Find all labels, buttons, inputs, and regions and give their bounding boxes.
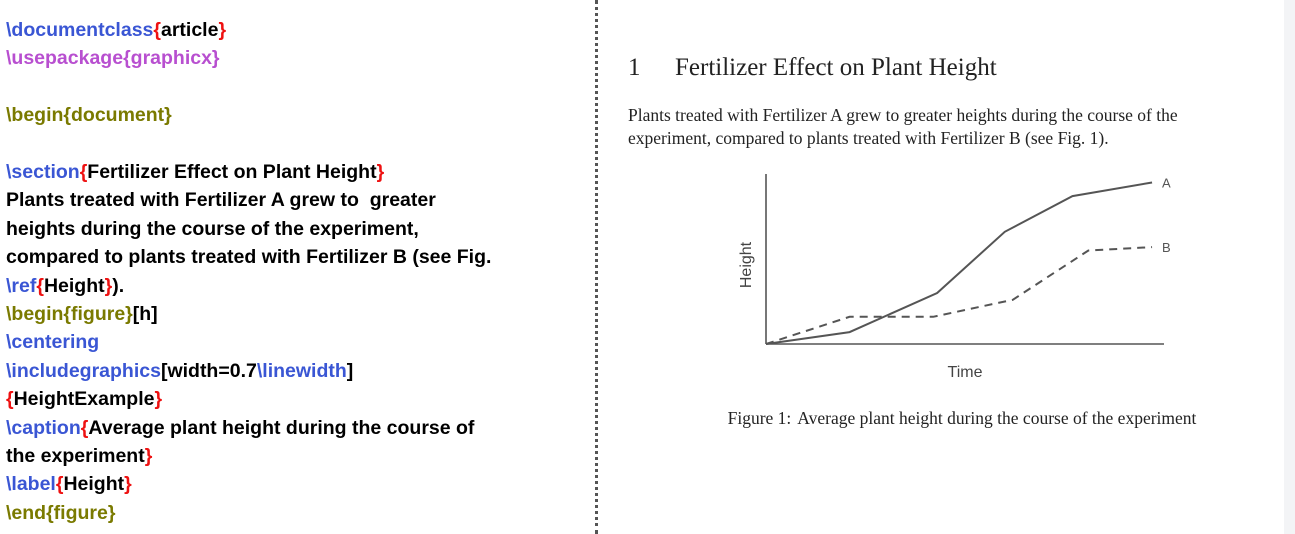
code-line[interactable]: heights during the course of the experim… [6, 217, 419, 241]
section-number: 1 [628, 54, 641, 81]
code-token: { [153, 19, 161, 41]
code-token: } [218, 19, 227, 41]
code-token: Average plant height during the course o… [88, 416, 475, 439]
code-line[interactable]: Plants treated with Fertilizer A grew to… [6, 188, 436, 212]
figure-caption: Figure 1: Average plant height during the… [600, 408, 1295, 429]
code-line[interactable]: \label{Height} [6, 472, 132, 496]
code-token: { [6, 388, 14, 411]
series-line-a [765, 181, 1153, 345]
code-token: ). [112, 274, 125, 297]
code-token: heights during the course of the experim… [6, 217, 419, 240]
caption-text: Average plant height during the course o… [797, 408, 1197, 428]
code-line[interactable]: \end{figure} [6, 501, 115, 525]
section-heading: 1 Fertilizer Effect on Plant Height [628, 54, 997, 82]
pane-divider [595, 0, 598, 534]
code-token: \begin{document} [6, 104, 172, 127]
code-token: \linewidth [256, 359, 347, 382]
series-line-b [765, 246, 1153, 345]
code-token: compared to plants treated with Fertiliz… [6, 246, 492, 269]
height-chart: Time Height A B [738, 174, 1171, 381]
code-token: ] [346, 359, 354, 382]
body-text-line-2: experiment, compared to plants treated w… [628, 128, 1109, 148]
code-line[interactable]: the experiment} [6, 444, 152, 468]
code-line[interactable]: \section{Fertilizer Effect on Plant Heig… [6, 160, 384, 184]
code-token: } [154, 388, 163, 411]
code-token: { [36, 274, 44, 297]
code-token: \label [6, 473, 56, 496]
section-title: Fertilizer Effect on Plant Height [675, 54, 997, 81]
code-token: } [104, 274, 113, 297]
rendered-preview-pane: 1 Fertilizer Effect on Plant Height Plant… [600, 0, 1284, 534]
code-token: \usepackage{graphicx} [6, 47, 220, 70]
code-token: { [80, 416, 89, 439]
code-token: \caption [6, 416, 81, 439]
code-line[interactable]: \caption{Average plant height during the… [6, 416, 474, 440]
code-token: [width=0.7 [160, 359, 257, 382]
code-token: Plants treated with Fertilizer A grew to… [6, 189, 436, 212]
code-token: [h] [132, 303, 158, 325]
code-token: { [55, 473, 64, 496]
code-line[interactable]: \usepackage{graphicx} [6, 46, 220, 70]
body-text-line-1: Plants treated with Fertilizer A grew to… [628, 105, 1178, 125]
code-token: \ref [6, 274, 37, 297]
code-token: \includegraphics [6, 359, 161, 382]
code-token: \centering [6, 331, 100, 354]
code-token: } [144, 445, 153, 467]
scrollbar-track[interactable] [1284, 0, 1295, 534]
code-line[interactable]: compared to plants treated with Fertiliz… [6, 245, 491, 269]
series-label-b: B [1162, 240, 1171, 255]
caption-label: Figure 1: [727, 408, 792, 428]
code-token: Fertilizer Effect on Plant Height [87, 161, 377, 183]
code-token: \begin{figure} [6, 303, 133, 325]
x-axis-label: Time [948, 364, 983, 381]
code-token: } [124, 473, 132, 496]
code-token: article [160, 19, 219, 41]
code-token: } [376, 161, 385, 183]
code-line[interactable]: \begin{document} [6, 103, 172, 127]
code-line[interactable]: \begin{figure}[h] [6, 302, 158, 326]
code-token: Height [63, 473, 125, 496]
code-line[interactable]: \includegraphics[width=0.7\linewidth] [6, 359, 353, 383]
code-line[interactable]: {HeightExample} [6, 387, 162, 411]
code-line[interactable]: \documentclass{article} [6, 18, 226, 42]
code-token: HeightExample [13, 388, 155, 411]
code-line[interactable]: \centering [6, 330, 99, 354]
y-axis-label: Height [738, 241, 755, 288]
code-token: { [79, 161, 88, 183]
code-token: \documentclass [6, 19, 154, 41]
code-token: \end{figure} [6, 501, 116, 524]
code-token: Height [43, 274, 105, 297]
latex-source-pane[interactable]: \documentclass{article} \usepackage{graph… [0, 0, 590, 534]
code-token: the experiment [6, 445, 145, 467]
series-label-a: A [1162, 176, 1171, 191]
code-line[interactable]: \ref{Height}). [6, 274, 124, 298]
code-token: \section [6, 161, 80, 183]
